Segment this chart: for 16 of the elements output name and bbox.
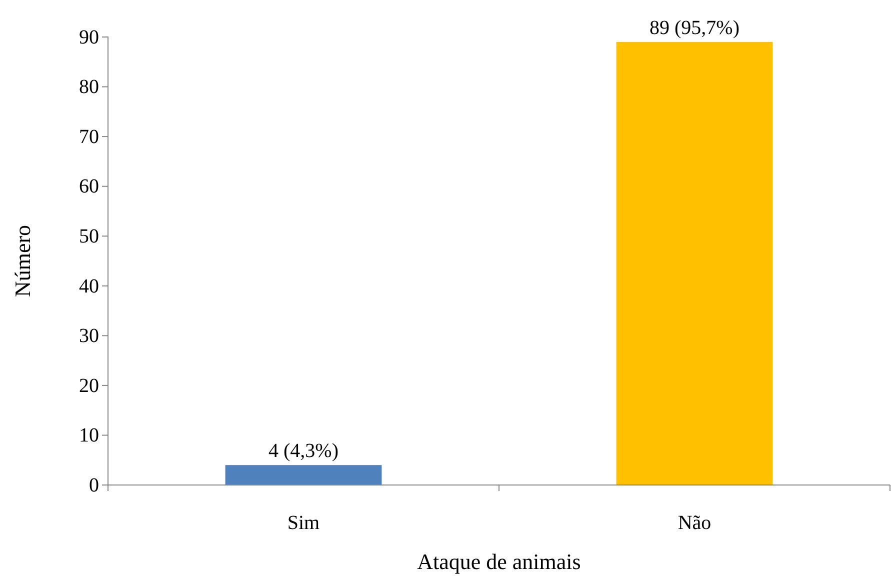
y-tick-label: 0 [89,474,99,496]
x-tick-label: Sim [287,512,320,534]
y-tick-label: 90 [79,26,99,48]
y-tick-label: 10 [79,424,99,447]
data-label: 4 (4,3%) [268,440,338,462]
y-tick-label: 70 [79,126,99,148]
y-axis-title: Número [10,224,35,298]
x-tick-label: Não [678,512,712,534]
y-tick-label: 80 [79,76,99,98]
y-tick-label: 50 [79,226,99,248]
x-axis-title: Ataque de animais [417,549,581,574]
y-tick-label: 30 [79,325,99,348]
data-label: 89 (95,7%) [650,16,740,39]
y-tick-label: 40 [79,275,99,298]
y-tick-label: 60 [79,176,99,198]
y-tick-label: 20 [79,374,99,397]
